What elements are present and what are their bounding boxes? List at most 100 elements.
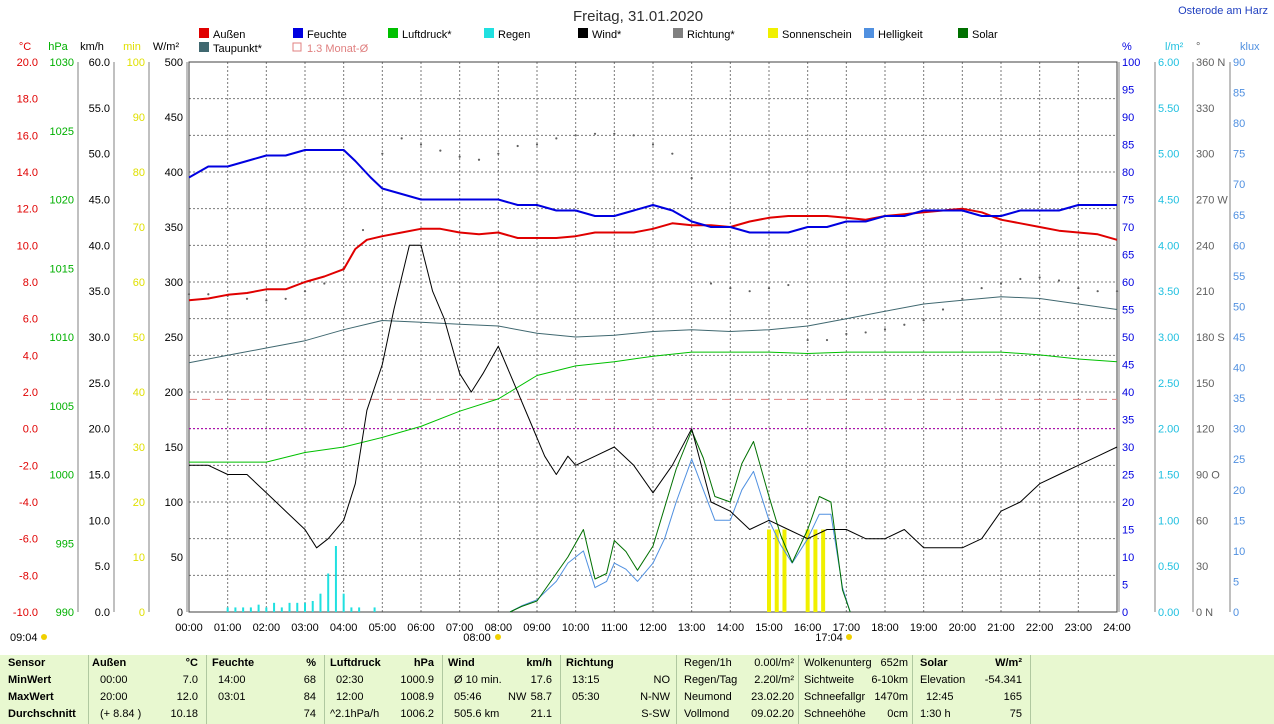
legend-label: Außen	[213, 29, 245, 41]
richtung-r1-value: NO	[653, 674, 671, 686]
neumond-label: Neumond	[684, 691, 732, 703]
axis-tick-label: 16.0	[17, 130, 38, 142]
line-wind	[189, 244, 1118, 549]
axis-tick-label: 90	[133, 112, 145, 124]
bar-regen	[265, 607, 268, 612]
regen-tag-label: Regen/Tag	[684, 674, 738, 686]
axis-tick-label: 1000	[50, 470, 74, 482]
point-richtung	[961, 297, 964, 300]
axis-tick-label: 50	[171, 552, 183, 564]
bar-regen	[234, 607, 237, 612]
x-tick-label: 05:00	[369, 622, 397, 634]
aussen-header: Außen	[92, 657, 127, 669]
x-tick-label: 22:00	[1026, 622, 1054, 634]
maxwert-label: MaxWert	[8, 691, 54, 703]
point-richtung	[1038, 276, 1041, 279]
axis-tick-label: 10	[1233, 546, 1245, 558]
axis-tick-label: 75	[1122, 195, 1134, 207]
legend-label: Sonnenschein	[782, 29, 852, 41]
axis-tick-label: 0.0	[95, 607, 110, 619]
point-richtung	[806, 338, 809, 342]
axis-tick-label: 20	[1122, 497, 1134, 509]
x-tick-label: 21:00	[987, 622, 1015, 634]
bar-regen	[358, 607, 361, 612]
x-tick-label: 11:00	[601, 622, 628, 634]
axis-tick-label: 120	[1196, 424, 1214, 436]
sunset-time-label: 17:04	[815, 632, 843, 644]
point-richtung	[671, 152, 674, 155]
axis-tick-label: 330	[1196, 103, 1214, 115]
series-luftdruck	[189, 351, 1118, 463]
axis-tick-label: 210	[1196, 286, 1214, 298]
axis-tick-label: 15	[1122, 525, 1134, 537]
axis-tick-label: -10.0	[13, 607, 38, 619]
point-richtung	[864, 331, 867, 334]
richtung-r3-value: S-SW	[641, 708, 670, 720]
point-richtung	[709, 282, 713, 285]
location-label: Osterode am Harz	[1178, 5, 1268, 17]
luftdruck-header: Luftdruck	[330, 657, 381, 669]
axis-tick-label: 6.0	[23, 314, 38, 326]
solar-r1-label: Elevation	[920, 674, 966, 686]
feuchte-avg-value: 74	[303, 708, 316, 720]
wind-avg10-label: Ø 10 min.	[454, 674, 502, 686]
axis-tick-label: 40	[1233, 363, 1245, 375]
sunrise-icon	[495, 634, 501, 640]
legend-label: Taupunkt*	[213, 43, 263, 55]
line-helligkeit	[509, 458, 851, 613]
axis-tick-label: 300	[1196, 149, 1214, 161]
x-tick-label: 16:00	[794, 622, 822, 634]
axis-tick-label: 200	[165, 387, 183, 399]
sunset-icon	[846, 634, 852, 640]
solar-r2-value: 165	[1003, 691, 1022, 703]
point-richtung	[980, 287, 983, 290]
legend-label: Regen	[498, 29, 530, 41]
axis-unit-label: °C	[19, 41, 31, 53]
axis-tick-label: 85	[1122, 140, 1134, 152]
axis-tick-label: 55.0	[89, 103, 110, 115]
axis-tick-label: 990	[56, 607, 74, 619]
axis-tick-label: 1005	[50, 401, 74, 413]
aussen-column: Außen °C 00:00 7.0 20:00 12.0 (+ 8.84 ) …	[92, 655, 202, 724]
luftdruck-column: Luftdruck hPa 02:30 1000.9 12:00 1008.9 …	[330, 655, 438, 724]
point-richtung	[516, 144, 519, 148]
x-axis: 00:00 01:00 02:00 03:00 04:00 05:00 06:00 07:00…	[10, 622, 1131, 644]
regen-column: Regen/1h 0.00l/m² Regen/Tag 2.20l/m² Neu…	[684, 655, 796, 724]
axis-tick-label: 80	[1122, 167, 1134, 179]
point-richtung	[593, 132, 597, 135]
legend-label: 1.3 Monat-Ø	[307, 43, 369, 55]
axis-tick-label: 995	[56, 538, 74, 550]
regen-tag-value: 2.20l/m²	[754, 674, 794, 686]
feuchte-unit: %	[306, 657, 316, 669]
bar-regen	[242, 607, 245, 612]
axis-tick-label: 55	[1122, 305, 1134, 317]
axis-tick-label: 30.0	[89, 332, 110, 344]
axis-tick-label: 360 N	[1196, 57, 1225, 69]
point-richtung	[477, 158, 481, 161]
series-layer	[187, 132, 1119, 613]
point-richtung	[458, 155, 461, 158]
series-wind	[189, 244, 1118, 549]
point-richtung	[555, 137, 558, 140]
series-solar	[509, 430, 851, 613]
bar-regen	[226, 607, 229, 612]
axis-tick-label: 5	[1122, 580, 1128, 592]
point-richtung	[999, 282, 1003, 285]
bar-sonnenschein	[767, 529, 771, 612]
legend-label: Feuchte	[307, 29, 347, 41]
richtung-r2-time: 05:30	[572, 691, 600, 703]
legend-swatch	[958, 28, 968, 38]
sensor-column: Sensor MinWert MaxWert Durchschnitt	[8, 655, 88, 723]
series-helligkeit	[509, 458, 851, 613]
axis-tick-label: 60.0	[89, 57, 110, 69]
axis-tick-label: 50	[1122, 332, 1134, 344]
bar-regen	[334, 546, 337, 612]
solar-r1-value: -54.341	[984, 674, 1022, 686]
feuchte-max-time: 03:01	[218, 691, 246, 703]
axis-tick-label: 90	[1233, 57, 1245, 69]
neumond-value: 23.02.20	[751, 691, 794, 703]
axis-tick-label: 100	[127, 57, 145, 69]
regen-1h-label: Regen/1h	[684, 657, 732, 669]
axis-tick-label: 90	[1122, 112, 1134, 124]
x-tick-label: 09:00	[523, 622, 551, 634]
